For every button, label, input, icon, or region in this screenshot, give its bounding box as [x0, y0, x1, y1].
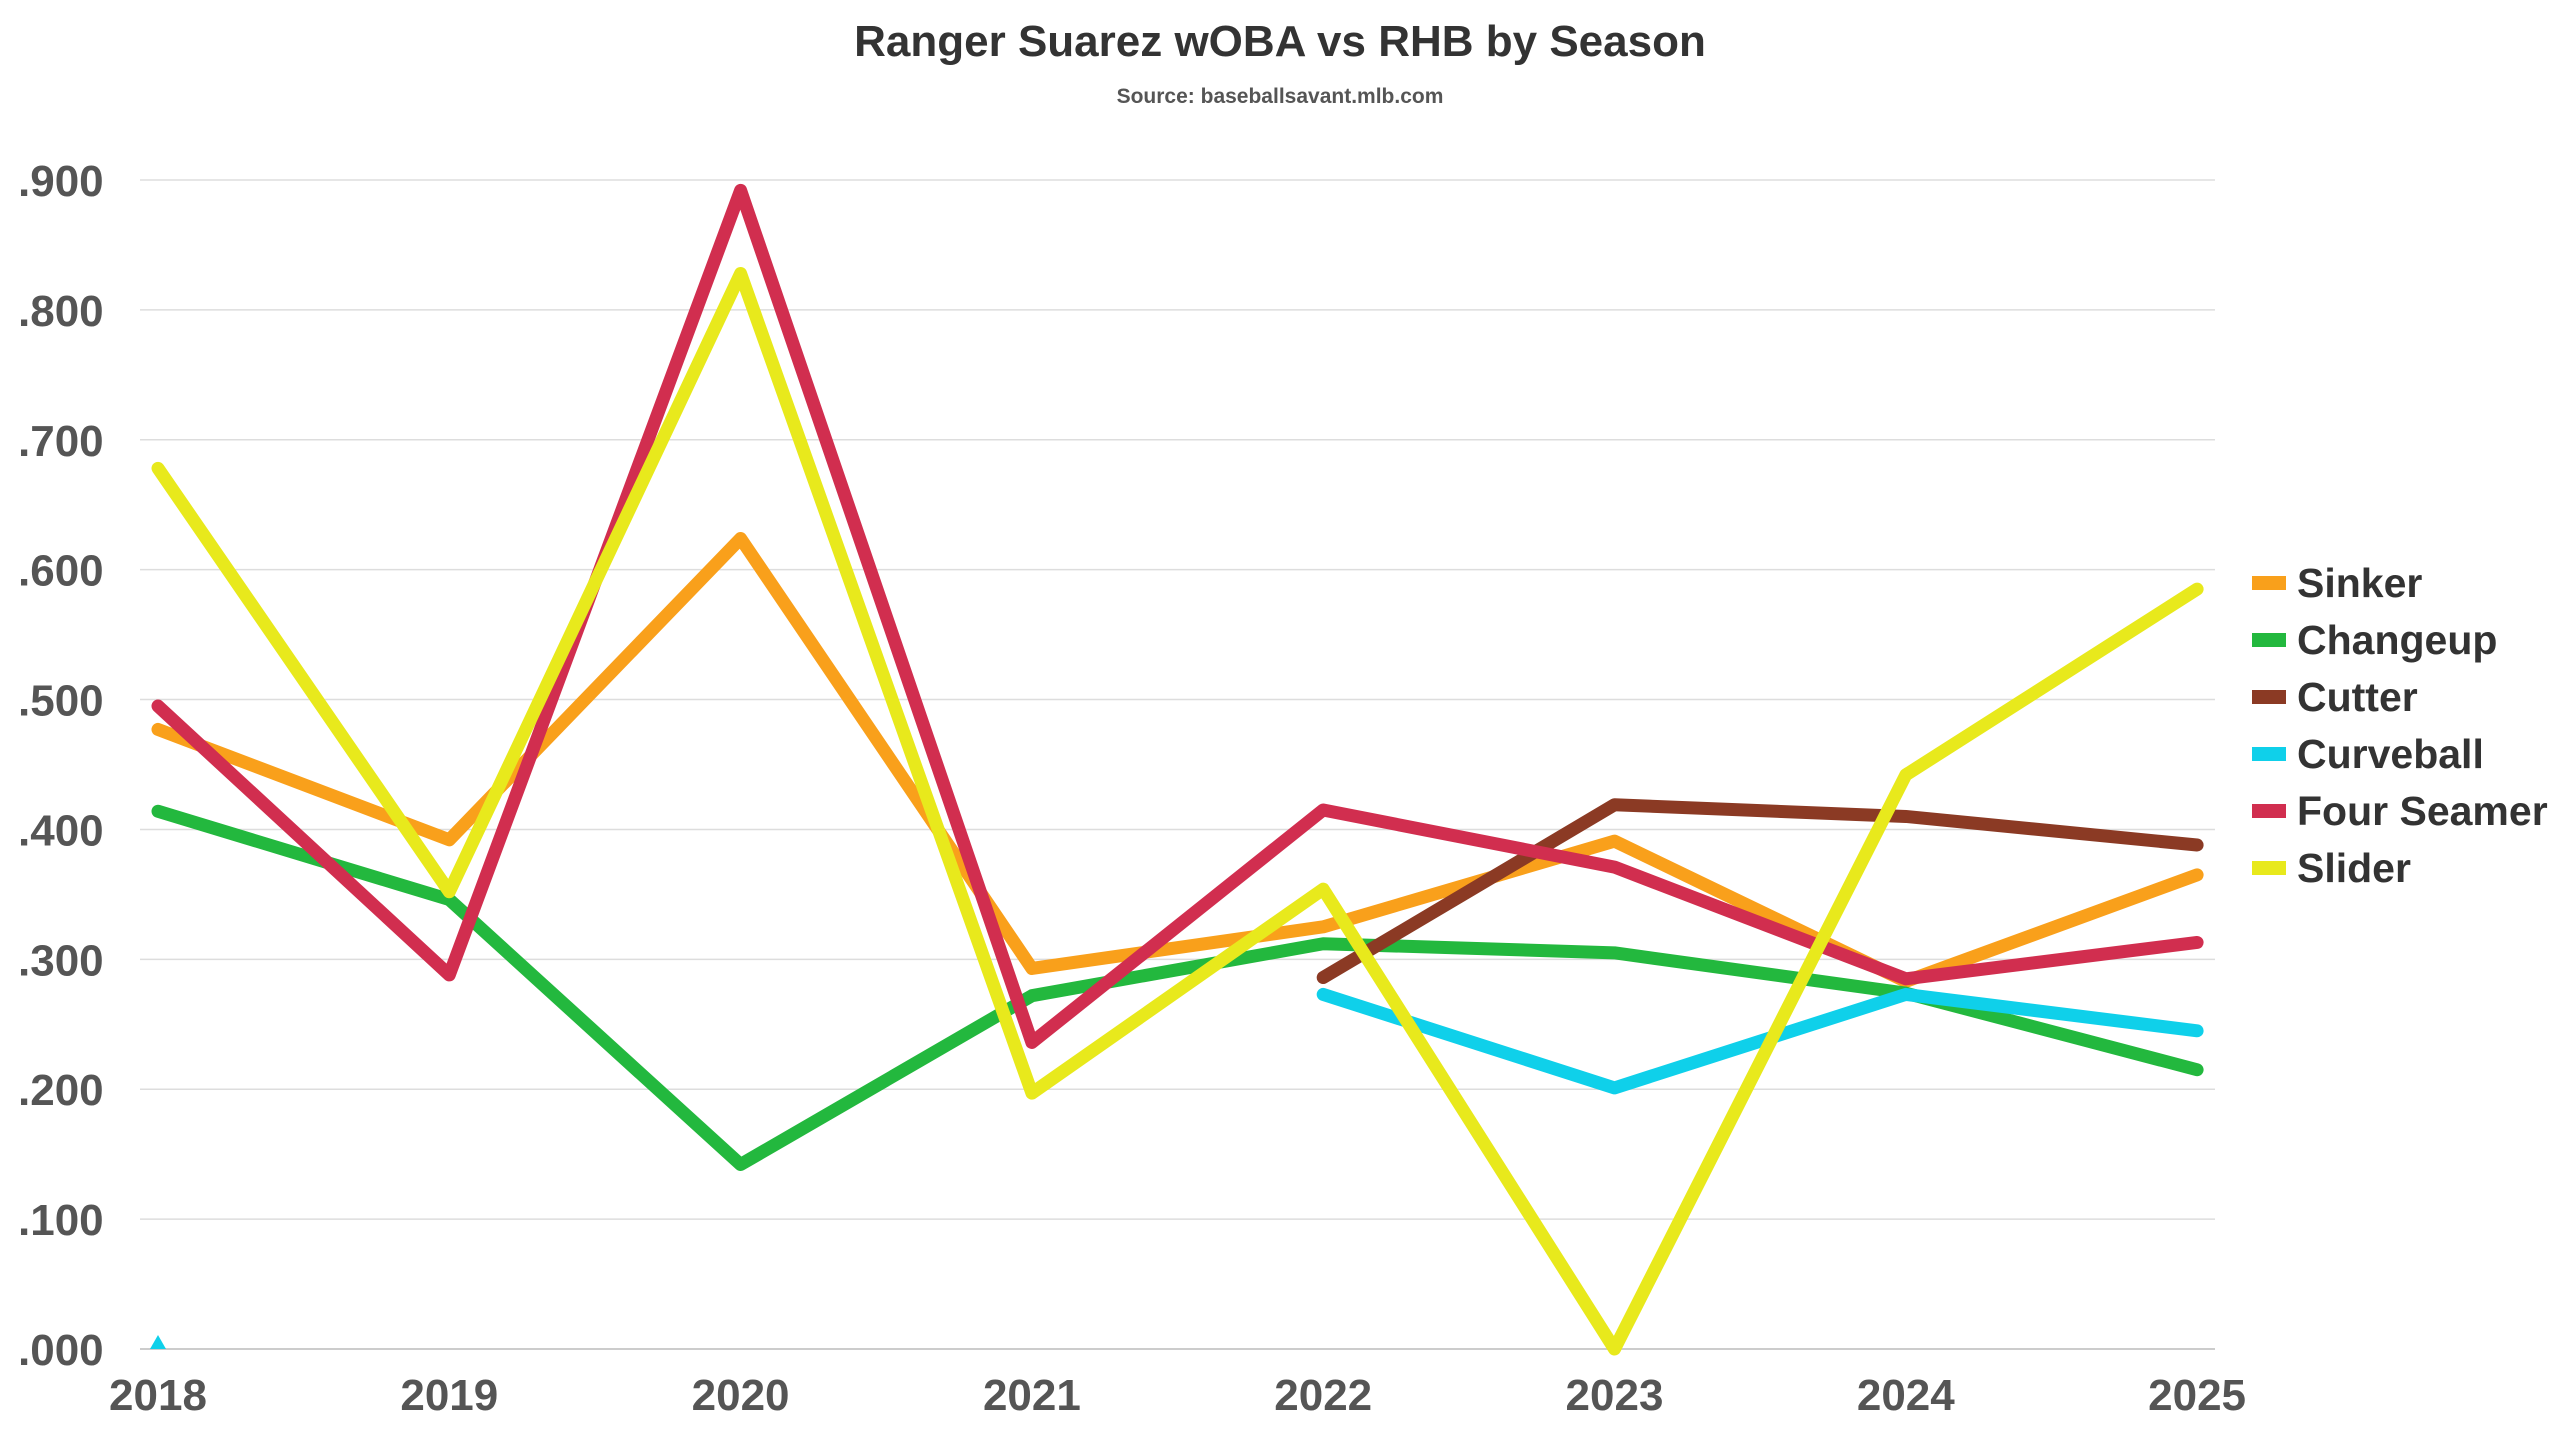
legend-swatch: [2252, 576, 2286, 590]
x-axis: 2018 2019 2020 2021 2022 2023 2024 2025: [109, 1348, 2246, 1420]
series-line: [1316, 987, 2204, 1095]
legend-item-cutter: Cutter: [2252, 674, 2418, 720]
x-tick-label: 2018: [109, 1371, 207, 1420]
series-cutter: [1316, 798, 2204, 985]
x-tick-label: 2021: [983, 1371, 1081, 1420]
series-changeup: [151, 804, 2204, 1172]
legend-label: Slider: [2297, 845, 2411, 891]
series-slider: [151, 267, 2204, 1356]
legend-label: Four Seamer: [2297, 788, 2548, 834]
legend: Sinker Changeup Cutter Curveball Four Seamer…: [2252, 560, 2548, 891]
legend-swatch: [2252, 747, 2286, 761]
legend-label: Changeup: [2297, 617, 2497, 663]
series-line: [1316, 798, 2204, 985]
legend-swatch: [2252, 804, 2286, 818]
y-tick-label: .000: [18, 1326, 104, 1375]
series-curveball: [150, 987, 2204, 1349]
data-point: [150, 1335, 166, 1349]
legend-item-sinker: Sinker: [2252, 560, 2422, 606]
legend-label: Sinker: [2297, 560, 2422, 606]
y-tick-label: .400: [18, 806, 104, 855]
legend-swatch: [2252, 861, 2286, 875]
x-tick-label: 2023: [1566, 1371, 1664, 1420]
legend-label: Curveball: [2297, 731, 2484, 777]
y-tick-label: .200: [18, 1066, 104, 1115]
legend-swatch: [2252, 633, 2286, 647]
legend-item-slider: Slider: [2252, 845, 2411, 891]
legend-label: Cutter: [2297, 674, 2418, 720]
y-tick-label: .700: [18, 417, 104, 466]
y-tick-label: .600: [18, 547, 104, 596]
x-tick-label: 2019: [400, 1371, 498, 1420]
y-tick-label: .100: [18, 1196, 104, 1245]
series-line: [151, 267, 2204, 1356]
gridlines: [140, 179, 2215, 1220]
series-group: [150, 183, 2204, 1356]
chart-subtitle: Source: baseballsavant.mlb.com: [1117, 85, 1444, 108]
y-tick-label: .800: [18, 287, 104, 336]
x-tick-label: 2024: [1857, 1371, 1955, 1420]
y-tick-label: .500: [18, 677, 104, 726]
y-tick-label: .300: [18, 936, 104, 985]
x-tick-label: 2025: [2148, 1371, 2246, 1420]
y-axis: .000 .100 .200 .300 .400 .500 .600 .700 .800 .900: [18, 157, 104, 1375]
series-line: [151, 183, 2204, 1049]
y-tick-label: .900: [18, 157, 104, 206]
legend-item-four-seamer: Four Seamer: [2252, 788, 2548, 834]
legend-item-curveball: Curveball: [2252, 731, 2484, 777]
chart-title: Ranger Suarez wOBA vs RHB by Season: [854, 17, 1706, 66]
series-line: [151, 804, 2204, 1172]
x-tick-label: 2022: [1274, 1371, 1372, 1420]
series-four-seamer: [151, 183, 2204, 1049]
legend-item-changeup: Changeup: [2252, 617, 2497, 663]
legend-swatch: [2252, 690, 2286, 704]
x-tick-label: 2020: [692, 1371, 790, 1420]
